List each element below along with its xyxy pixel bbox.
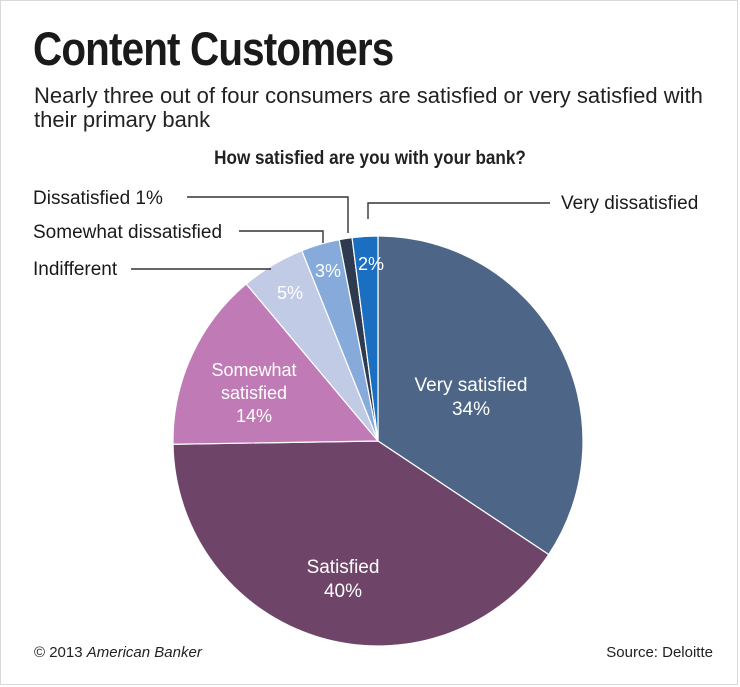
pie-slice-very-dissatisfied xyxy=(351,235,379,442)
callout-label-very-dissatisfied: Very dissatisfied xyxy=(561,193,698,214)
slice-label-very-satisfied: Very satisfied xyxy=(415,375,528,396)
slice-value-very-satisfied: 34% xyxy=(452,399,490,420)
page-title: Content Customers xyxy=(33,22,394,75)
page-subtitle: Nearly three out of four consumers are s… xyxy=(34,83,703,132)
callout-label-indifferent: Indifferent xyxy=(33,259,118,280)
callout-line-very-dissatisfied xyxy=(367,202,550,219)
callout-label-dissatisfied: Dissatisfied 1% xyxy=(33,188,163,209)
slice-value-somewhat-dissatisfied: 3% xyxy=(315,261,341,281)
pie-slice-satisfied xyxy=(172,440,550,647)
slice-label-somewhat-satisfied-line2: satisfied xyxy=(221,383,287,403)
slice-value-indifferent: 5% xyxy=(277,283,303,303)
callout-label-somewhat-dissatisfied: Somewhat dissatisfied xyxy=(33,222,222,243)
slice-value-satisfied: 40% xyxy=(324,581,362,602)
copyright: © 2013 American Banker xyxy=(34,644,202,661)
slice-label-somewhat-satisfied-line1: Somewhat xyxy=(211,360,296,380)
callout-line-somewhat-dissatisfied xyxy=(239,230,324,243)
source-note: Source: Deloitte xyxy=(606,644,713,661)
pie-slice-somewhat-satisfied xyxy=(172,283,380,445)
slice-value-very-dissatisfied: 2% xyxy=(358,254,384,274)
slice-value-somewhat-satisfied: 14% xyxy=(236,406,272,426)
slice-label-satisfied: Satisfied xyxy=(307,557,380,578)
callout-line-dissatisfied xyxy=(187,196,349,233)
copyright-publisher: American Banker xyxy=(86,644,202,661)
copyright-prefix: © 2013 xyxy=(34,644,87,661)
chart-title: How satisfied are you with your bank? xyxy=(214,148,526,169)
